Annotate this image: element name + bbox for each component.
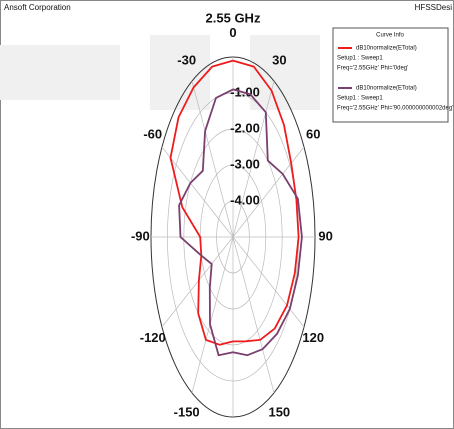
radial-tick-label: -3.00 — [230, 156, 260, 171]
header-right: HFSSDesi — [415, 3, 453, 12]
series-line — [169, 59, 300, 346]
series-line — [178, 88, 303, 357]
angle-tick-label: 30 — [272, 52, 286, 67]
legend: Curve Info dB10normalize(ETotal) Setup1 :… — [332, 27, 453, 123]
angle-tick-label: -90 — [131, 228, 150, 243]
legend-detail: Setup1 : Sweep1 — [337, 96, 383, 102]
grid-spoke — [232, 236, 305, 328]
angle-tick-label: -120 — [140, 330, 166, 345]
angle-tick-label: -60 — [143, 127, 162, 142]
legend-box — [332, 27, 449, 123]
legend-detail: Freq='2.55GHz' Phi='90.000000000002deg' — [337, 106, 453, 112]
angle-tick-label: 60 — [306, 127, 320, 142]
legend-label: dB10normalize(ETotal) — [356, 86, 417, 92]
chart-title: 2.55 GHz — [206, 10, 261, 25]
grid-spoke — [232, 146, 305, 238]
header-left: Ansoft Corporation — [4, 3, 71, 12]
grid-spoke — [161, 236, 234, 328]
legend-detail: Freq='2.55GHz' Phi='0deg' — [337, 66, 408, 72]
angle-tick-label: -150 — [174, 405, 200, 420]
grid-spoke — [232, 236, 275, 393]
radial-tick-label: -4.00 — [230, 192, 260, 207]
grid-spoke — [161, 146, 234, 238]
radial-tick-label: -2.00 — [230, 120, 260, 135]
grid-spoke — [191, 236, 234, 393]
angle-tick-label: 150 — [268, 405, 290, 420]
angle-tick-label: 120 — [302, 330, 324, 345]
angle-tick-label: -30 — [177, 52, 196, 67]
grid-spoke — [232, 81, 275, 238]
legend-title: Curve Info — [376, 33, 404, 39]
legend-detail: Setup1 : Sweep1 — [337, 56, 383, 62]
angle-tick-label: 0 — [229, 25, 236, 40]
grid-spoke — [191, 81, 234, 238]
legend-label: dB10normalize(ETotal) — [356, 46, 417, 52]
angle-tick-label: 90 — [318, 228, 332, 243]
